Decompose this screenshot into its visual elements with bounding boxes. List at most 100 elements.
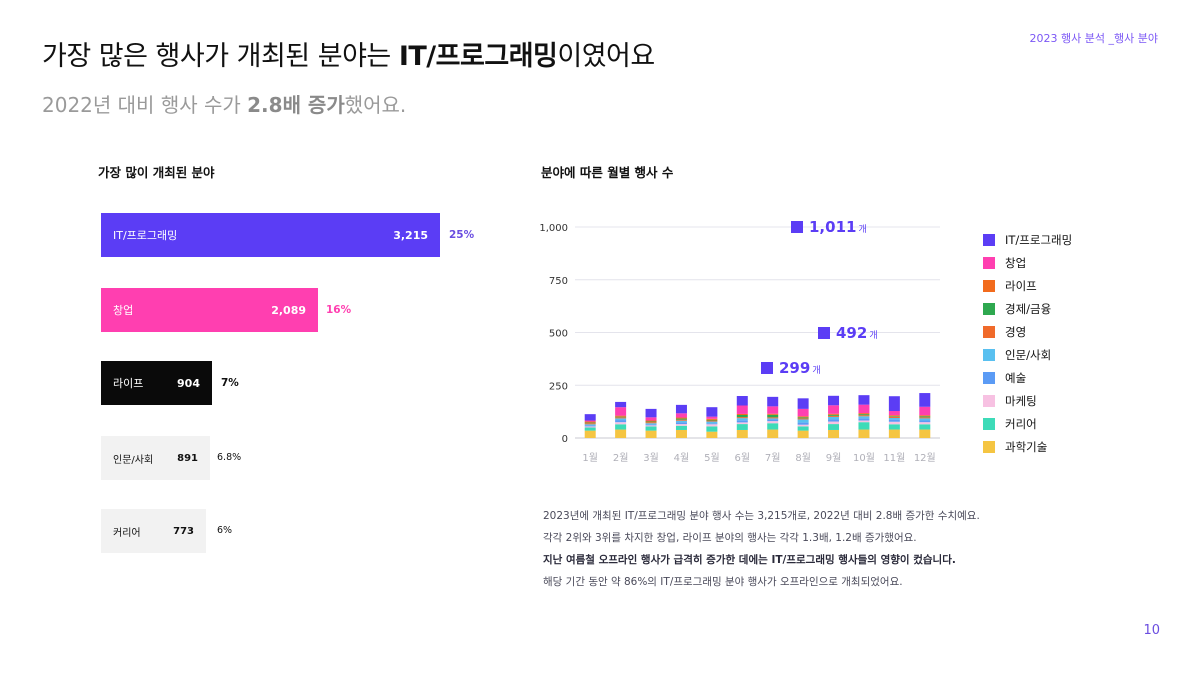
hbar-value: 2,089 [271,303,306,317]
bar-segment [584,430,596,438]
bar-segment [828,415,840,417]
bar-segment [645,423,657,425]
bar-segment [797,422,809,425]
x-tick-label: 4월 [674,452,690,464]
page-tag: 2023 행사 분석 _행사 분야 [1029,32,1158,45]
legend-item: 커리어 [983,412,1072,435]
bar-segment [675,413,687,418]
bar-segment [888,415,900,417]
bar-segment [828,413,840,415]
bar-segment [919,406,931,416]
y-tick-label: 0 [562,434,568,445]
bar-segment [858,414,870,416]
x-tick-label: 6월 [735,452,751,464]
bar-segment [645,426,657,431]
bar-segment [706,419,718,421]
bar-segment [706,424,718,427]
bar-segment [828,414,840,416]
bar-segment [736,417,748,419]
bar-segment [706,420,718,422]
bar-segment [888,396,900,411]
chart-legend: IT/프로그래밍 창업 라이프 경제/금융 경영 인문/사회 예술 마케팅 커리… [983,228,1072,458]
y-tick-label: 1,000 [539,223,568,234]
page-title: 가장 많은 행사가 개최된 분야는 IT/프로그래밍이였어요 [42,41,655,72]
left-chart-title: 가장 많이 개최된 분야 [98,165,215,180]
bar-segment [828,421,840,425]
page-subtitle: 2022년 대비 행사 수가 2.8배 증가했어요. [42,93,407,117]
legend-swatch [983,233,995,246]
legend-item: 경제/금융 [983,297,1072,320]
bar-segment [706,426,718,432]
legend-item: 인문/사회 [983,343,1072,366]
hbar-value: 904 [177,376,200,390]
bar-segment [919,416,931,418]
bar-segment [615,424,627,430]
chart-notes: 2023년에 개최된 IT/프로그래밍 분야 행사 수는 3,215개로, 20… [543,505,980,593]
annotation-marker [818,327,830,339]
bar-segment [767,421,779,424]
bar-segment [767,429,779,438]
bar-segment [797,408,809,417]
bar-segment [675,422,687,425]
bar-segment [797,417,809,419]
legend-item: 경영 [983,320,1072,343]
bar-segment [767,418,779,420]
hbar-label: 창업 [113,304,134,317]
bar-segment [584,423,596,425]
bar-segment [888,410,900,416]
legend-swatch [983,279,995,292]
y-tick-label: 250 [549,381,568,392]
bar-segment [767,417,779,419]
bar-segment [888,424,900,430]
bar-segment [888,421,900,425]
bar-segment [615,401,627,408]
bar-segment [858,413,870,415]
bar-segment [919,417,931,419]
legend-item: 라이프 [983,274,1072,297]
bar-segment [767,423,779,430]
bar-segment [736,413,748,416]
legend-item: 과학기술 [983,435,1072,458]
bar-segment [675,419,687,421]
annotation-value: 299 개 [779,359,821,377]
bar-segment [919,429,931,438]
hbar-label: 인문/사회 [113,454,154,466]
legend-item: 예술 [983,366,1072,389]
bar-segment [615,429,627,438]
bar-segment [797,398,809,409]
hbar-label: IT/프로그래밍 [113,229,178,242]
bar-segment [584,427,596,431]
bar-segment [858,422,870,430]
bar-segment [736,429,748,438]
x-tick-label: 8월 [795,452,811,464]
bar-segment [797,418,809,420]
x-tick-label: 5월 [704,452,720,464]
bar-segment [615,407,627,416]
bar-segment [919,422,931,425]
bar-segment [675,417,687,419]
bar-segment [675,420,687,423]
bar-segment [584,425,596,427]
bar-segment [858,404,870,414]
x-tick-label: 10월 [853,452,875,464]
bar-segment [736,420,748,423]
bar-segment [615,415,627,417]
legend-swatch [983,417,995,430]
annotation-marker [761,362,773,374]
bar-segment [858,429,870,438]
bar-segment [736,405,748,414]
monthly-stacked-chart: 1,000 750 500 250 0 1월 2월 3월 4월 5월 6월 7월 8월 9월 10월 11월… [539,218,940,464]
bar-segment [615,417,627,419]
bar-segment [828,395,840,406]
annotation-unit: 개 [858,224,866,235]
bar-segment [584,420,596,422]
hbar-pct: 6.8% [217,452,242,463]
bar-segment [919,393,931,407]
bar-segment [615,416,627,418]
bar-segment [797,426,809,431]
bar-segment [919,418,931,421]
bar-segment [706,416,718,419]
hbar-label: 라이프 [113,377,144,390]
bar-segment [919,420,931,423]
bar-segment [675,404,687,414]
